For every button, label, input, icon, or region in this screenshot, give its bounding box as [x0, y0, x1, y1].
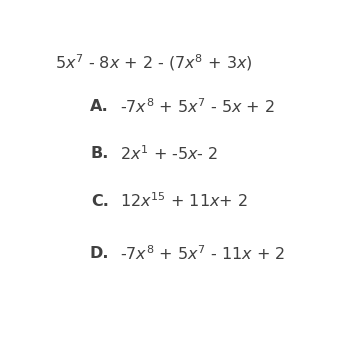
- Text: -7$x^8$ + 5$x^7$ - 5$x$ + 2: -7$x^8$ + 5$x^7$ - 5$x$ + 2: [120, 97, 275, 116]
- Text: -7$x^8$ + 5$x^7$ - 11$x$ + 2: -7$x^8$ + 5$x^7$ - 11$x$ + 2: [120, 244, 285, 263]
- Text: A.: A.: [91, 99, 109, 114]
- Text: B.: B.: [91, 146, 109, 161]
- Text: C.: C.: [91, 194, 109, 209]
- Text: 2$x^1$ + -5$x$- 2: 2$x^1$ + -5$x$- 2: [120, 145, 218, 163]
- Text: D.: D.: [90, 246, 109, 261]
- Text: 5$x^7$ - 8$x$ + 2 - (7$x^8$ + 3$x$): 5$x^7$ - 8$x$ + 2 - (7$x^8$ + 3$x$): [55, 53, 252, 73]
- Text: 12$x^{15}$ + 11$x$+ 2: 12$x^{15}$ + 11$x$+ 2: [120, 192, 248, 210]
